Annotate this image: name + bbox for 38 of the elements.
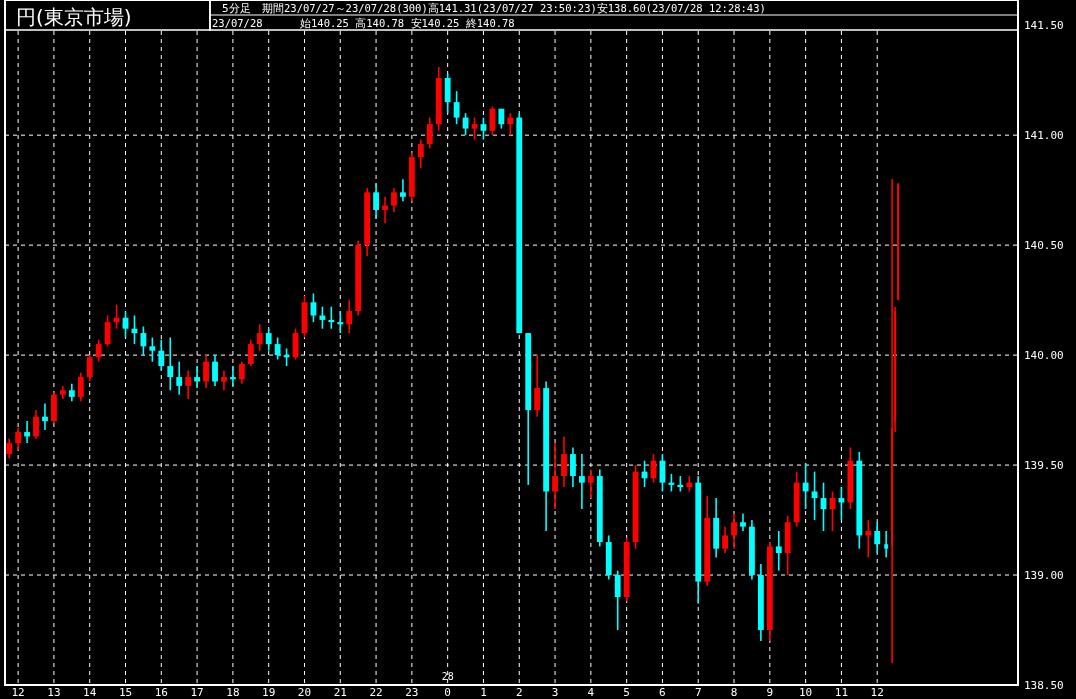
x-tick-label: 6	[659, 686, 666, 699]
x-tick-label: 9	[766, 686, 774, 699]
x-tick-label: 14	[83, 686, 97, 699]
x-tick-label: 22	[369, 686, 383, 699]
y-tick-label: 141.50	[1024, 19, 1064, 33]
annotation: 始140.25 高140.78 安140.25 終140.78	[300, 17, 515, 29]
x-tick-label: 11	[834, 686, 849, 699]
y-tick-label: 138.50	[1024, 679, 1064, 692]
x-tick-label: 4	[587, 686, 595, 699]
x-tick-label: 0	[444, 686, 451, 699]
x-tick-label: 7	[694, 686, 702, 699]
x-tick-label: 23	[405, 686, 419, 699]
x-tick-label: 21	[333, 686, 347, 699]
x-tick-label: 13	[47, 686, 61, 699]
x-tick-label: 8	[730, 686, 738, 699]
x-tick-label: 12	[870, 686, 884, 699]
x-tick-label: 10	[798, 686, 813, 699]
x-tick-label: 17	[190, 686, 204, 699]
x-tick-label: 19	[262, 686, 276, 699]
y-tick-label: 140.00	[1024, 349, 1064, 363]
y-tick-label: 140.50	[1024, 239, 1064, 253]
chart-subtitle: 5分足	[222, 2, 251, 15]
y-tick-label: 139.00	[1024, 569, 1064, 583]
annotation: 期間23/07/27～23/07/28(300)高141.31(23/07/27 23:50:23)安138.60(23/07/28 12:28:43)	[262, 2, 766, 14]
x-tick-label: 16	[154, 686, 168, 699]
x-tick-label: 15	[118, 686, 133, 699]
x-tick-label: 5	[623, 686, 630, 699]
y-tick-label: 141.00	[1024, 129, 1064, 143]
x-tick-label: 12	[11, 686, 25, 699]
annotation: 23/07/28	[212, 17, 263, 29]
x-tick-label: 2	[515, 686, 523, 699]
x-tick-label: 1	[480, 686, 487, 699]
x-tick-label: 3	[551, 686, 559, 699]
x-tick-label: 18	[226, 686, 240, 699]
annotation: 28	[441, 671, 454, 682]
chart-title: 円(東京市場)	[16, 5, 132, 29]
x-tick-label: 20	[297, 686, 312, 699]
y-tick-label: 139.50	[1024, 459, 1064, 473]
